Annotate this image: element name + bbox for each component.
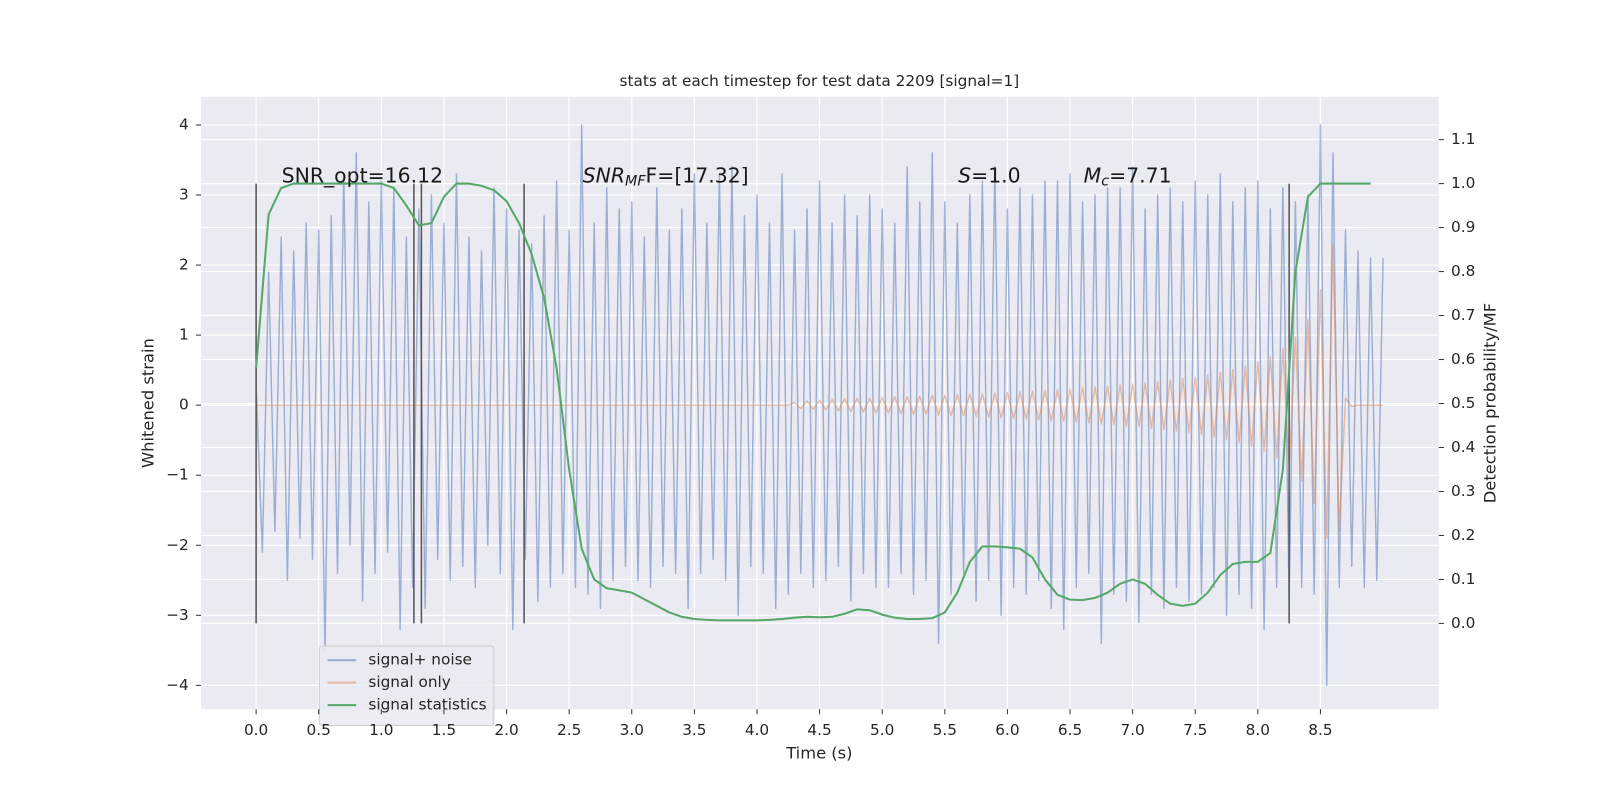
x-tick-label: 2.5	[557, 721, 581, 739]
legend-label: signal+ noise	[368, 651, 472, 669]
x-tick-label: 7.5	[1183, 721, 1207, 739]
x-tick-label: 3.5	[682, 721, 706, 739]
x-tick-label: 8.0	[1246, 721, 1270, 739]
x-tick-label: 1.5	[432, 721, 456, 739]
y2-tick-label: 1.0	[1451, 174, 1475, 192]
y2-tick-label: 0.5	[1451, 394, 1475, 412]
series-line	[255, 182, 1371, 622]
y2-tick-label: 1.1	[1451, 130, 1475, 148]
x-tick-label: 6.5	[1058, 721, 1082, 739]
y-tick-label: 3	[179, 186, 189, 204]
x-axis-label: Time (s)	[785, 744, 852, 763]
y-tick-label: −4	[166, 676, 189, 694]
annotation: S=1.0	[958, 164, 1020, 188]
y2-tick-label: 0.4	[1451, 438, 1475, 456]
legend-box	[318, 645, 495, 727]
annotation-rest: =1.0	[971, 164, 1021, 188]
y2-tick-label: 0.1	[1451, 570, 1475, 588]
plot	[255, 124, 1384, 687]
y2-tick-label: 0.3	[1451, 482, 1475, 500]
y2-tick-label: 0.9	[1451, 218, 1475, 236]
legend: signal+ noise signal only signal statistic…	[318, 645, 495, 727]
y2-tick-label: 0.2	[1451, 526, 1475, 544]
y-tick-label: −2	[166, 536, 189, 554]
y2-tick-label: 0.7	[1451, 306, 1475, 324]
chart-title: stats at each timestep for test data 220…	[620, 72, 1020, 90]
annotation-base: SNR	[583, 164, 625, 188]
x-tick-label: 3.0	[620, 721, 644, 739]
series-line	[255, 124, 1384, 687]
x-tick-label: 0.5	[307, 721, 331, 739]
y-tick-label: 0	[179, 396, 189, 414]
x-tick-label: 5.5	[933, 721, 957, 739]
legend-label: signal only	[368, 673, 450, 691]
x-tick-label: 8.5	[1308, 721, 1332, 739]
y-tick-label: −3	[166, 606, 189, 624]
annotation-base: S	[958, 164, 971, 188]
x-tick-label: 7.0	[1120, 721, 1144, 739]
y2-tick-label: 0.6	[1451, 350, 1475, 368]
legend-label: signal statistics	[368, 696, 486, 714]
annotation-sub: MF	[625, 174, 646, 190]
y-tick-label: 1	[179, 326, 189, 344]
x-tick-label: 4.5	[807, 721, 831, 739]
annotation: Mc=7.71	[1084, 164, 1172, 190]
annotation: SNR_opt=16.12	[282, 164, 443, 189]
annotation-rest: F=[17.32]	[646, 164, 749, 188]
x-tick-label: 6.0	[995, 721, 1019, 739]
y2-tick-label: 0.8	[1451, 262, 1475, 280]
x-tick-label: 1.0	[369, 721, 393, 739]
y2-axis-label: Detection probability/MF	[1480, 303, 1499, 503]
y-tick-label: −1	[166, 466, 189, 484]
y-axis-label: Whitened strain	[138, 338, 157, 468]
annotation-rest: =7.71	[1109, 164, 1172, 188]
annotation-sub: c	[1101, 174, 1109, 190]
x-tick-label: 4.0	[745, 721, 769, 739]
annotation: SNRMFF=[17.32]	[583, 164, 749, 190]
x-tick-label: 0.0	[244, 721, 268, 739]
y2-tick-label: 0.0	[1451, 614, 1475, 632]
x-tick-label: 2.0	[494, 721, 518, 739]
y-tick-label: 2	[179, 256, 189, 274]
y-tick-label: 4	[179, 115, 189, 133]
series-line	[256, 243, 1384, 539]
x-tick-label: 5.0	[870, 721, 894, 739]
annotation-base: M	[1084, 164, 1102, 188]
